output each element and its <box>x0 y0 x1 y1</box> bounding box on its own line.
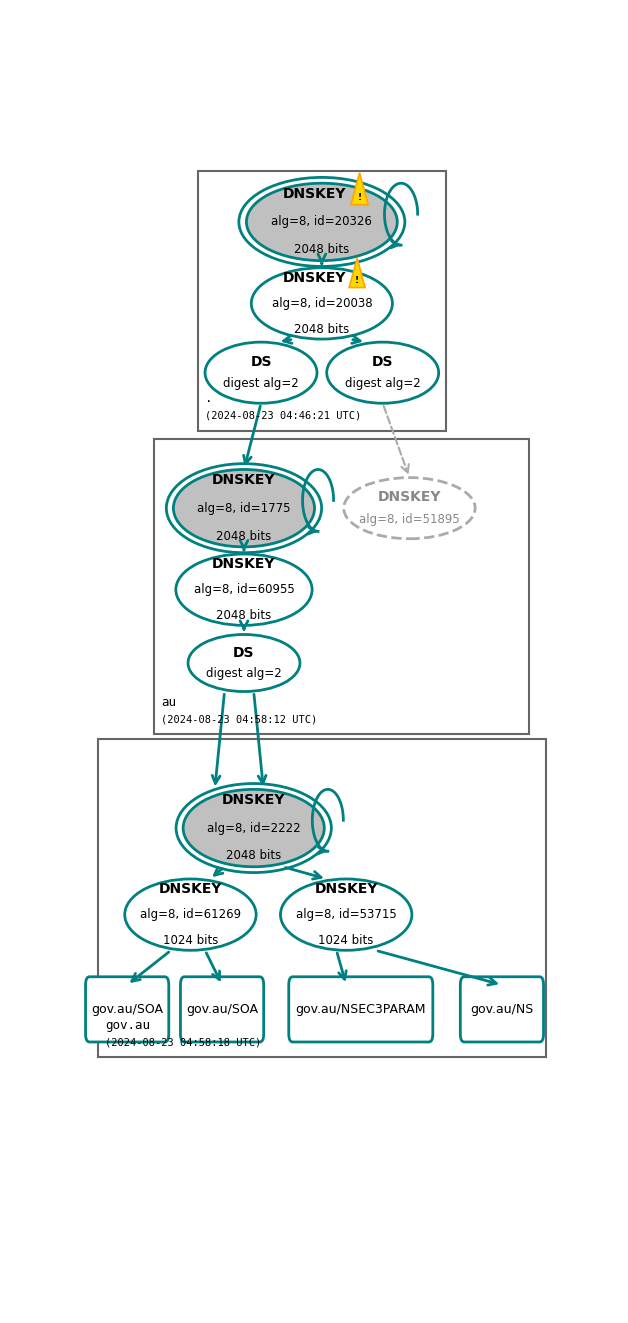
Text: alg=8, id=51895: alg=8, id=51895 <box>359 513 460 525</box>
Text: DNSKEY: DNSKEY <box>377 491 441 504</box>
FancyBboxPatch shape <box>98 740 546 1057</box>
Text: alg=8, id=2222: alg=8, id=2222 <box>207 822 301 835</box>
Text: DS: DS <box>251 355 272 369</box>
Text: 1024 bits: 1024 bits <box>318 934 374 947</box>
Text: gov.au: gov.au <box>106 1019 150 1032</box>
FancyBboxPatch shape <box>289 976 433 1043</box>
Text: DNSKEY: DNSKEY <box>222 794 286 807</box>
FancyBboxPatch shape <box>180 976 264 1043</box>
Text: (2024-08-23 04:58:12 UTC): (2024-08-23 04:58:12 UTC) <box>161 714 318 724</box>
Text: DS: DS <box>372 355 393 369</box>
Text: digest alg=2: digest alg=2 <box>206 667 282 680</box>
Text: 2048 bits: 2048 bits <box>295 323 349 336</box>
Text: .: . <box>205 393 212 405</box>
Text: DNSKEY: DNSKEY <box>212 474 276 487</box>
FancyBboxPatch shape <box>460 976 544 1043</box>
Text: 2048 bits: 2048 bits <box>217 529 271 542</box>
Text: (2024-08-23 04:58:18 UTC): (2024-08-23 04:58:18 UTC) <box>106 1037 261 1046</box>
Ellipse shape <box>251 267 392 339</box>
Text: digest alg=2: digest alg=2 <box>223 377 299 390</box>
Text: (2024-08-23 04:46:21 UTC): (2024-08-23 04:46:21 UTC) <box>205 410 361 421</box>
FancyBboxPatch shape <box>85 976 169 1043</box>
Text: DNSKEY: DNSKEY <box>315 882 378 896</box>
Text: gov.au/SOA: gov.au/SOA <box>91 1003 163 1016</box>
Text: gov.au/NSEC3PARAM: gov.au/NSEC3PARAM <box>296 1003 426 1016</box>
Text: digest alg=2: digest alg=2 <box>345 377 421 390</box>
Ellipse shape <box>183 790 324 867</box>
Text: 1024 bits: 1024 bits <box>163 934 218 947</box>
Text: au: au <box>161 696 176 709</box>
Text: !: ! <box>355 277 359 286</box>
Text: alg=8, id=53715: alg=8, id=53715 <box>296 908 396 921</box>
Text: gov.au/NS: gov.au/NS <box>470 1003 534 1016</box>
Text: DNSKEY: DNSKEY <box>212 557 276 572</box>
Text: DNSKEY: DNSKEY <box>283 271 347 284</box>
Text: alg=8, id=61269: alg=8, id=61269 <box>140 908 241 921</box>
FancyBboxPatch shape <box>198 171 446 431</box>
Text: 2048 bits: 2048 bits <box>295 243 349 257</box>
Ellipse shape <box>246 183 398 261</box>
FancyBboxPatch shape <box>154 439 529 734</box>
Text: alg=8, id=20038: alg=8, id=20038 <box>271 296 372 310</box>
Ellipse shape <box>173 470 315 546</box>
Ellipse shape <box>125 878 256 950</box>
Text: !: ! <box>357 193 362 201</box>
Text: 2048 bits: 2048 bits <box>226 849 281 863</box>
Ellipse shape <box>188 635 300 692</box>
Text: DNSKEY: DNSKEY <box>159 882 222 896</box>
Text: alg=8, id=20326: alg=8, id=20326 <box>271 216 372 229</box>
Ellipse shape <box>281 878 412 950</box>
Text: gov.au/SOA: gov.au/SOA <box>186 1003 258 1016</box>
Text: alg=8, id=1775: alg=8, id=1775 <box>197 501 291 515</box>
Ellipse shape <box>205 343 317 404</box>
Text: DS: DS <box>233 646 255 660</box>
Ellipse shape <box>327 343 438 404</box>
Text: 2048 bits: 2048 bits <box>217 609 271 622</box>
Text: alg=8, id=60955: alg=8, id=60955 <box>193 583 295 597</box>
Ellipse shape <box>176 554 312 626</box>
Text: DNSKEY: DNSKEY <box>283 187 346 201</box>
Polygon shape <box>349 258 365 287</box>
Polygon shape <box>351 173 368 205</box>
Ellipse shape <box>344 478 475 538</box>
